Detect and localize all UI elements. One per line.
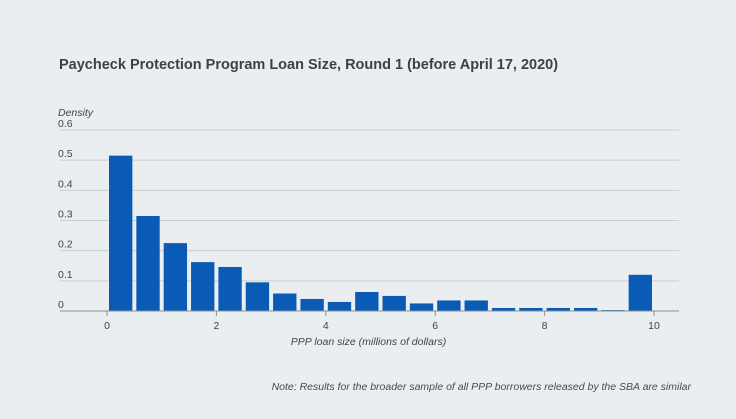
y-tick-label: 0.6 bbox=[58, 118, 73, 130]
histogram-bar bbox=[218, 266, 242, 311]
histogram-bar bbox=[300, 298, 324, 311]
histogram-bar bbox=[327, 301, 352, 311]
x-tick-label: 10 bbox=[648, 320, 660, 332]
y-tick-label: 0 bbox=[58, 299, 64, 311]
histogram-bar bbox=[382, 295, 406, 311]
y-tick-label: 0.5 bbox=[58, 148, 73, 160]
x-tick-label: 8 bbox=[542, 320, 548, 332]
histogram-bar bbox=[273, 293, 297, 311]
histogram-bar bbox=[573, 307, 598, 311]
histogram-bar bbox=[464, 300, 488, 311]
x-axis-label: PPP loan size (millions of dollars) bbox=[291, 336, 446, 348]
chart-note: Note: Results for the broader sample of … bbox=[271, 381, 691, 393]
histogram-bar bbox=[628, 274, 652, 311]
x-tick-label: 2 bbox=[213, 320, 219, 332]
histogram-bar bbox=[355, 291, 379, 311]
histogram-bar bbox=[491, 307, 516, 311]
x-tick-label: 6 bbox=[432, 320, 438, 332]
y-tick-label: 0.1 bbox=[58, 269, 73, 281]
histogram-bar bbox=[437, 300, 461, 311]
histogram-bar bbox=[245, 282, 270, 311]
histogram-bar bbox=[409, 303, 434, 311]
y-tick-label: 0.2 bbox=[58, 239, 73, 251]
x-tick-label: 4 bbox=[323, 320, 329, 332]
histogram-bar bbox=[191, 262, 215, 311]
chart-title: Paycheck Protection Program Loan Size, R… bbox=[59, 57, 559, 73]
y-tick-label: 0.3 bbox=[58, 209, 73, 221]
histogram-bar bbox=[136, 215, 160, 311]
y-tick-label: 0.4 bbox=[58, 178, 73, 190]
histogram-bar bbox=[163, 243, 188, 311]
histogram-bar bbox=[109, 155, 133, 311]
y-axis-label: Density bbox=[58, 107, 94, 119]
histogram-bar bbox=[519, 307, 543, 311]
histogram-bar bbox=[546, 307, 570, 311]
x-tick-label: 0 bbox=[104, 320, 110, 332]
